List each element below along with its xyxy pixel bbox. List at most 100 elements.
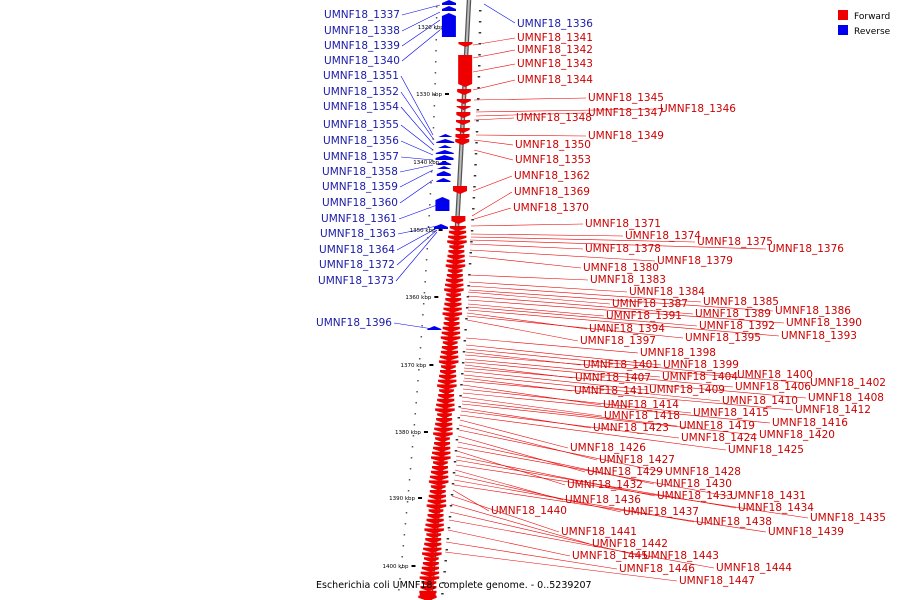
minor-tick [430, 171, 433, 173]
connector-umnf18-1432 [456, 450, 566, 486]
gene-label-umnf18-1397: UMNF18_1397 [580, 335, 656, 347]
gene-label-umnf18-1419: UMNF18_1419 [679, 420, 755, 432]
connector-umnf18-1369 [471, 191, 513, 217]
forward-gene-arrow [437, 398, 455, 404]
connector-umnf18-1386 [468, 289, 774, 312]
forward-gene-arrow [447, 254, 465, 260]
minor-tick [467, 285, 470, 287]
forward-gene-arrow [440, 336, 461, 342]
minor-tick [453, 461, 457, 463]
connector-umnf18-1406 [464, 361, 734, 388]
gene-label-umnf18-1351: UMNF18_1351 [323, 70, 399, 82]
forward-gene-arrow [433, 446, 451, 452]
gene-label-umnf18-1358: UMNF18_1358 [322, 166, 398, 178]
minor-tick [402, 545, 405, 547]
minor-tick [470, 230, 474, 232]
gene-label-umnf18-1447: UMNF18_1447 [679, 575, 755, 587]
minor-tick [444, 560, 447, 562]
reverse-gene-arrow [441, 13, 456, 37]
minor-tick [435, 17, 438, 19]
tick-mark [444, 93, 449, 95]
minor-tick [400, 567, 402, 569]
tick-label: 1350 kbp [410, 228, 436, 234]
minor-tick [433, 94, 436, 96]
minor-tick [403, 534, 406, 536]
genome-caption: Escherichia coli UMNF18, complete genome… [316, 580, 592, 591]
connector-umnf18-1378 [469, 243, 584, 250]
gene-label-umnf18-1344: UMNF18_1344 [517, 74, 593, 86]
forward-gene-arrow [419, 576, 440, 582]
forward-gene-arrow [419, 593, 436, 600]
forward-gene-arrow [427, 499, 447, 505]
minor-tick [414, 413, 417, 415]
minor-tick [472, 208, 475, 210]
connector-umnf18-1352 [400, 91, 435, 141]
connector-umnf18-1356 [400, 140, 434, 156]
connector-umnf18-1379 [469, 249, 656, 262]
minor-tick [420, 336, 423, 338]
gene-label-umnf18-1353: UMNF18_1353 [515, 154, 591, 166]
connector-umnf18-1372 [396, 229, 438, 266]
forward-gene-arrow [435, 408, 455, 414]
gene-label-umnf18-1347: UMNF18_1347 [588, 107, 664, 119]
minor-tick [454, 450, 458, 452]
minor-tick [448, 516, 452, 518]
gene-label-umnf18-1391: UMNF18_1391 [606, 310, 682, 322]
connector-umnf18-1426 [459, 419, 569, 449]
connector-umnf18-1395 [466, 315, 684, 339]
reverse-gene-arrow [433, 224, 448, 229]
connector-umnf18-1354 [400, 106, 435, 146]
forward-gene-arrow [439, 374, 457, 380]
forward-gene-arrow [453, 186, 468, 194]
minor-tick [429, 193, 432, 195]
gene-label-umnf18-1372: UMNF18_1372 [319, 259, 395, 271]
gene-label-umnf18-1390: UMNF18_1390 [786, 317, 862, 329]
gene-label-umnf18-1340: UMNF18_1340 [324, 55, 400, 67]
forward-gene-arrow [425, 523, 444, 529]
gene-label-umnf18-1386: UMNF18_1386 [775, 305, 851, 317]
minor-tick [407, 490, 410, 492]
minor-tick [426, 248, 429, 250]
forward-gene-arrow [445, 264, 466, 270]
minor-tick [434, 61, 437, 63]
minor-tick [405, 512, 408, 514]
gene-label-umnf18-1409: UMNF18_1409 [649, 384, 725, 396]
tick-label: 1340 kbp [413, 160, 439, 166]
connector-umnf18-1387 [467, 291, 611, 305]
tick-mark [423, 431, 428, 433]
minor-tick [461, 373, 464, 375]
gene-label-umnf18-1400: UMNF18_1400 [737, 369, 813, 381]
gene-label-umnf18-1445: UMNF18_1445 [572, 550, 648, 562]
connector-umnf18-1362 [472, 175, 513, 192]
forward-gene-arrow [427, 514, 444, 520]
connector-umnf18-1443 [449, 511, 642, 557]
forward-gene-arrow [420, 586, 437, 592]
minor-tick [421, 325, 423, 327]
gene-label-umnf18-1342: UMNF18_1342 [517, 44, 593, 56]
minor-tick [431, 160, 433, 162]
gene-label-umnf18-1364: UMNF18_1364 [319, 244, 395, 256]
forward-gene-arrow [451, 216, 466, 224]
forward-gene-arrow [420, 571, 440, 577]
tick-label: 1400 kbp [383, 564, 409, 570]
forward-gene-arrow [431, 456, 451, 462]
reverse-gene-arrow [427, 326, 442, 330]
connector-umnf18-1410 [463, 374, 721, 402]
forward-gene-arrow [455, 128, 470, 133]
connector-umnf18-1419 [461, 400, 678, 427]
gene-label-umnf18-1436: UMNF18_1436 [565, 494, 641, 506]
gene-features [418, 0, 473, 600]
minor-tick [476, 98, 480, 100]
connector-umnf18-1363 [397, 225, 438, 235]
forward-gene-arrow [457, 89, 472, 95]
gene-label-umnf18-1408: UMNF18_1408 [808, 392, 884, 404]
reverse-gene-arrow [435, 155, 454, 160]
forward-gene-arrow [441, 346, 458, 352]
label-connector-lines [393, 3, 809, 582]
gene-label-umnf18-1441: UMNF18_1441 [561, 526, 637, 538]
gene-label-umnf18-1439: UMNF18_1439 [768, 526, 844, 538]
minor-tick [474, 164, 477, 166]
connector-umnf18-1404 [464, 358, 661, 378]
gene-label-umnf18-1350: UMNF18_1350 [515, 139, 591, 151]
forward-gene-arrow [429, 475, 449, 481]
